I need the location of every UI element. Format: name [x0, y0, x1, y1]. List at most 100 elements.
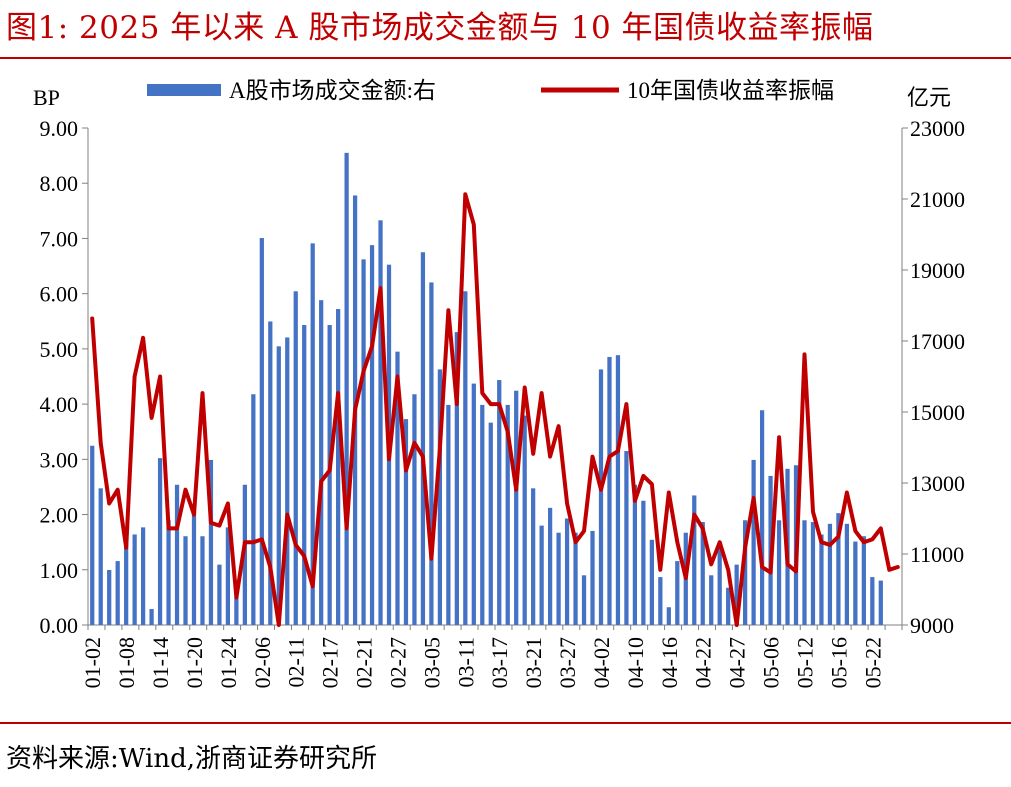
left-tick-label: 7.00 — [40, 226, 79, 251]
line-series — [90, 192, 900, 627]
bar — [344, 152, 349, 625]
bar — [658, 577, 663, 625]
bar — [446, 404, 451, 625]
left-tick-label: 3.00 — [40, 447, 79, 472]
bar — [251, 394, 256, 625]
bar — [819, 534, 824, 625]
right-tick-label: 17000 — [910, 329, 965, 354]
bar — [573, 532, 578, 625]
bar — [369, 245, 375, 625]
bar — [853, 541, 858, 625]
bar — [268, 321, 273, 625]
bar — [302, 325, 307, 625]
bar — [709, 575, 714, 625]
bar — [615, 355, 621, 625]
left-tick-label: 5.00 — [40, 337, 79, 362]
x-tick-label: 01-20 — [182, 637, 207, 688]
bar — [624, 451, 629, 625]
source-divider — [0, 722, 1011, 724]
x-tick-label: 05-06 — [759, 637, 784, 688]
bar — [217, 564, 222, 625]
bar — [836, 513, 841, 625]
right-tick-label: 13000 — [910, 471, 965, 496]
bar — [878, 580, 883, 625]
bar — [420, 252, 426, 625]
bar — [531, 488, 536, 625]
bar — [454, 332, 459, 625]
bar — [547, 507, 553, 625]
left-axis-unit: BP — [33, 85, 60, 110]
x-tick-label: 02-27 — [385, 637, 410, 688]
bar — [497, 380, 502, 625]
x-tick-label: 04-16 — [657, 637, 682, 688]
axes-layer — [82, 127, 908, 630]
bar — [556, 532, 561, 625]
bar — [632, 484, 638, 625]
bar — [437, 369, 443, 625]
chart: 0.00 1.00 2.00 3.00 4.00 5.00 6.00 7.00 8.00 9.00… — [33, 78, 965, 688]
right-tick-label: 15000 — [910, 400, 965, 425]
bar — [810, 522, 816, 625]
yield-amplitude-line — [90, 192, 900, 627]
right-tick-label: 19000 — [910, 258, 965, 283]
bar — [200, 536, 205, 625]
bar — [649, 539, 654, 625]
left-tick-label: 4.00 — [40, 392, 79, 417]
figure-title: 图1: 2025 年以来 A 股市场成交金额与 10 年国债收益率振幅 — [6, 10, 874, 46]
bar — [174, 484, 180, 625]
bar — [140, 527, 146, 625]
bar — [403, 419, 409, 625]
bar — [361, 259, 366, 625]
bar — [743, 520, 748, 625]
bar — [734, 564, 739, 625]
bar — [149, 609, 154, 625]
bar — [717, 541, 722, 625]
x-tick-label: 03-11 — [453, 637, 478, 688]
bar — [827, 523, 833, 625]
x-tick-label: 05-16 — [826, 637, 851, 688]
bar — [285, 337, 290, 625]
x-tick-label: 04-27 — [725, 637, 750, 688]
left-tick-label: 6.00 — [40, 282, 79, 307]
bar — [378, 220, 383, 626]
bar — [310, 243, 315, 625]
bar — [412, 394, 417, 625]
bar — [844, 523, 850, 625]
bar — [776, 520, 782, 625]
bar — [463, 291, 468, 625]
bar — [259, 238, 264, 626]
bar — [157, 458, 163, 625]
bar — [166, 520, 171, 625]
x-tick-label: 02-11 — [284, 637, 309, 688]
x-tick-label: 03-05 — [419, 637, 444, 688]
legend-line-label: 10年国债收益率振幅 — [627, 78, 834, 103]
bar — [471, 383, 476, 625]
x-tick-label: 03-17 — [487, 637, 512, 688]
left-tick-label: 2.00 — [40, 503, 79, 528]
bar — [700, 522, 705, 625]
x-tick-label: 05-22 — [860, 637, 885, 688]
left-tick-label: 0.00 — [40, 613, 79, 638]
bar — [751, 459, 756, 625]
bar — [327, 325, 332, 625]
bar — [759, 410, 765, 625]
right-tick-label: 9000 — [910, 613, 954, 638]
bar — [429, 282, 434, 625]
left-tick-label: 9.00 — [40, 116, 79, 141]
right-tick-label: 23000 — [910, 116, 965, 141]
bar — [522, 415, 527, 625]
bar — [183, 536, 188, 625]
legend: A股市场成交金额:右 10年国债收益率振幅 — [147, 78, 834, 103]
left-tick-label: 1.00 — [40, 558, 79, 583]
bar — [124, 541, 129, 625]
right-axis-unit: 亿元 — [907, 85, 951, 110]
source-note: 资料来源:Wind,浙商证券研究所 — [6, 744, 377, 774]
x-tick-label: 01-24 — [216, 637, 241, 688]
bar — [802, 520, 807, 625]
bar — [581, 575, 587, 625]
bar — [115, 561, 120, 625]
bar — [675, 561, 680, 625]
bar — [539, 525, 544, 625]
bar — [726, 587, 731, 625]
bar — [514, 390, 519, 625]
